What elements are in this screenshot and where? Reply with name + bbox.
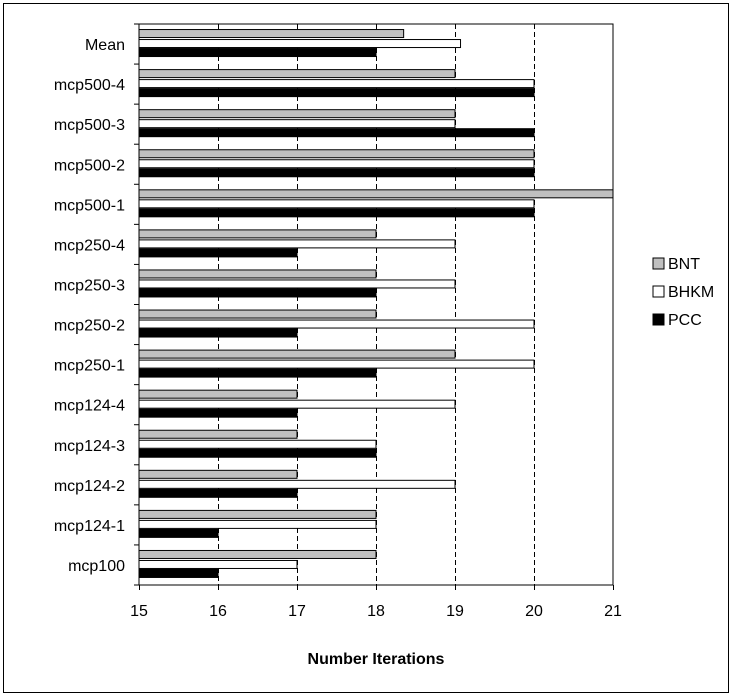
bar-bnt-mcp250-3 [138, 269, 377, 279]
y-tick-label: mcp250-4 [54, 237, 125, 254]
legend-label-bnt: BNT [668, 256, 700, 273]
x-axis-tick-labels: 15 16 17 18 19 20 21 [130, 603, 622, 620]
bar-bhkm-mean [138, 39, 462, 49]
bar-bnt-mcp500-4 [138, 69, 456, 79]
bar-bnt-mcp124-3 [138, 429, 298, 439]
y-tick-label: mcp124-1 [54, 518, 125, 535]
bar-bnt-mcp124-1 [138, 509, 377, 519]
bar-bhkm-mcp250-4 [138, 239, 456, 249]
legend-swatch-bhkm [652, 285, 665, 298]
x-tick-label: 19 [446, 603, 464, 620]
y-tick-label: mcp250-3 [54, 277, 125, 294]
bar-pcc-mcp250-2 [138, 328, 298, 338]
bar-pcc-mcp250-3 [138, 288, 377, 298]
y-axis-tick-labels: Mean mcp500-4 mcp500-3 mcp500-2 mcp500-1 mcp2… [54, 37, 125, 575]
bar-bhkm-mcp250-1 [138, 359, 535, 369]
bar-bhkm-mcp500-2 [138, 159, 535, 169]
y-tick-label: mcp500-3 [54, 117, 125, 134]
bar-bhkm-mcp250-3 [138, 279, 456, 289]
bar-bhkm-mcp124-4 [138, 399, 456, 409]
y-tick-label: mcp250-1 [54, 358, 125, 375]
y-tick-label: Mean [85, 37, 125, 54]
bar-bnt-mcp250-2 [138, 309, 377, 319]
x-tick-label: 16 [209, 603, 227, 620]
y-tick-label: mcp124-2 [54, 478, 125, 495]
y-tick-label: mcp124-4 [54, 398, 125, 415]
legend-swatch-pcc [652, 313, 665, 326]
bar-pcc-mcp124-1 [138, 528, 219, 538]
y-tick-label: mcp500-2 [54, 157, 125, 174]
y-tick-label: mcp500-4 [54, 77, 125, 94]
bar-bhkm-mcp124-3 [138, 439, 377, 449]
y-tick-label: mcp500-1 [54, 197, 125, 214]
bar-pcc-mcp500-4 [138, 88, 535, 98]
bar-pcc-mean [138, 48, 377, 58]
bar-bhkm-mcp124-1 [138, 519, 377, 529]
bar-pcc-mcp500-1 [138, 208, 535, 218]
bar-bhkm-mcp250-2 [138, 319, 535, 329]
x-axis-title: Number Iterations [308, 651, 445, 668]
legend: BNT BHKM PCC [652, 256, 714, 329]
bar-pcc-mcp124-3 [138, 448, 377, 458]
bar-pcc-mcp250-1 [138, 368, 377, 378]
bar-bnt-mean [138, 29, 405, 39]
legend-label-pcc: PCC [668, 312, 702, 329]
x-tick-label: 20 [525, 603, 543, 620]
bar-pcc-mcp500-2 [138, 168, 535, 178]
legend-label-bhkm: BHKM [668, 284, 714, 301]
bar-bnt-mcp250-4 [138, 229, 377, 239]
bar-bnt-mcp250-1 [138, 349, 456, 359]
bar-bhkm-mcp500-1 [138, 199, 535, 209]
bar-bhkm-mcp500-4 [138, 79, 535, 89]
bar-bnt-mcp500-2 [138, 149, 535, 159]
bar-bnt-mcp500-1 [138, 189, 614, 199]
bar-bnt-mcp124-2 [138, 469, 298, 479]
x-tick-label: 18 [367, 603, 385, 620]
bar-bhkm-mcp100 [138, 559, 298, 569]
bar-pcc-mcp250-4 [138, 248, 298, 258]
bars [138, 29, 614, 578]
bar-pcc-mcp500-3 [138, 128, 535, 138]
bar-bhkm-mcp124-2 [138, 479, 456, 489]
bar-bhkm-mcp500-3 [138, 119, 456, 129]
bar-pcc-mcp124-4 [138, 408, 298, 418]
bar-bnt-mcp500-3 [138, 109, 456, 119]
x-tick-label: 17 [288, 603, 306, 620]
y-tick-label: mcp100 [68, 558, 125, 575]
legend-swatch-bnt [652, 257, 665, 270]
bar-pcc-mcp100 [138, 568, 219, 578]
x-tick-label: 15 [130, 603, 148, 620]
x-tick-label: 21 [604, 603, 622, 620]
y-tick-label: mcp124-3 [54, 438, 125, 455]
bar-bnt-mcp124-4 [138, 389, 298, 399]
y-tick-label: mcp250-2 [54, 318, 125, 335]
bar-pcc-mcp124-2 [138, 488, 298, 498]
bar-bnt-mcp100 [138, 549, 377, 559]
